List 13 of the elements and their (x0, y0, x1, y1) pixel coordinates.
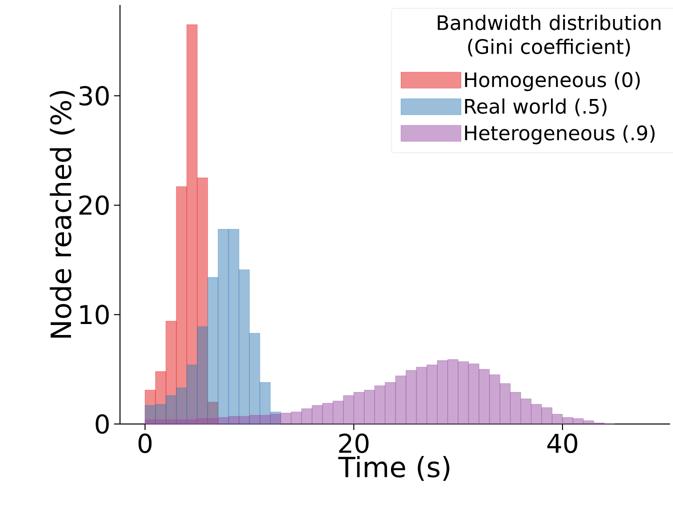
y-tick-label: 30 (79, 86, 109, 106)
y-axis-title: Node reached (%) (50, 91, 75, 338)
x-tick-label: 20 (339, 434, 369, 454)
legend-label: Heterogeneous (.9) (465, 125, 655, 144)
y-tick-label: 10 (80, 304, 109, 324)
y-tick-label: 20 (79, 195, 109, 215)
x-tick-label: 0 (138, 434, 152, 454)
legend-label: Real world (.5) (465, 98, 607, 116)
legend-label: Homogeneous (0) (465, 72, 640, 92)
legend-title: Bandwidth distribution (Gini coefficient) (438, 14, 660, 56)
x-tick-label: 40 (547, 434, 578, 454)
x-axis-title: Time (s) (338, 456, 450, 481)
y-tick-label: 0 (96, 414, 109, 434)
